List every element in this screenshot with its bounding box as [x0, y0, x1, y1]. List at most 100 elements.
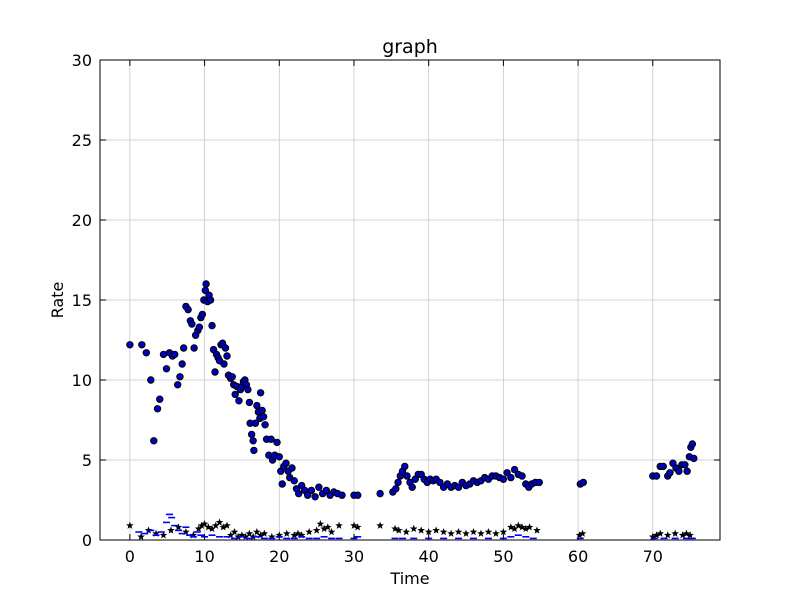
data-point-circle: [244, 385, 252, 394]
x-tick-label: 10: [194, 547, 214, 566]
data-point-circle: [503, 469, 511, 477]
data-point-circle: [138, 341, 146, 349]
data-point-circle: [267, 435, 275, 443]
data-point-circle: [245, 398, 254, 407]
data-point-circle: [188, 320, 196, 328]
data-point-circle: [178, 360, 186, 368]
data-point-circle: [518, 472, 526, 480]
data-point-star: [462, 529, 470, 537]
data-point-circle: [436, 478, 444, 487]
data-point-circle: [403, 472, 411, 480]
data-point-circle: [231, 390, 239, 399]
data-point-star: [211, 521, 220, 529]
data-point-star: [297, 531, 306, 539]
data-point-circle: [184, 305, 192, 314]
data-point-star: [469, 528, 478, 536]
data-point-circle: [392, 485, 400, 493]
data-point-star: [282, 529, 291, 537]
data-point-star: [167, 526, 175, 534]
data-point-circle: [394, 478, 402, 487]
x-tick-label: 60: [568, 547, 588, 566]
data-point-star: [241, 532, 250, 541]
data-point-star: [182, 528, 190, 536]
data-point-circle: [228, 373, 236, 381]
data-point-circle: [202, 280, 210, 288]
data-point-circle: [278, 480, 286, 488]
data-point-star: [324, 523, 332, 531]
data-point-circle: [195, 323, 204, 331]
data-point-star: [194, 524, 203, 533]
data-point-circle: [162, 365, 171, 373]
y-tick-label: 25: [72, 131, 92, 150]
data-point-circle: [666, 469, 674, 477]
data-point-star: [439, 528, 448, 536]
data-point-circle: [179, 344, 188, 352]
data-point-circle: [499, 475, 508, 483]
data-point-circle: [170, 350, 179, 359]
data-point-star: [223, 521, 231, 529]
data-point-star: [521, 524, 530, 533]
x-axis-label: Time: [389, 569, 429, 588]
data-point-circle: [688, 440, 697, 448]
x-tick-label: 70: [643, 547, 663, 566]
data-point-circle: [354, 491, 362, 499]
data-point-circle: [376, 489, 384, 498]
data-point-circle: [311, 493, 319, 501]
data-point-star: [652, 531, 661, 539]
data-point-circle: [652, 472, 661, 480]
data-point-circle: [147, 376, 155, 384]
data-point-star: [682, 529, 691, 537]
data-point-circle: [251, 419, 260, 427]
y-tick-label: 30: [72, 51, 92, 70]
chart-title: graph: [382, 36, 438, 58]
data-point-circle: [221, 344, 230, 352]
x-tick-label: 0: [125, 547, 135, 566]
data-point-star: [510, 524, 519, 533]
data-point-star: [245, 529, 254, 537]
y-tick-label: 15: [72, 291, 92, 310]
data-point-circle: [223, 352, 231, 360]
data-layer: [126, 280, 698, 541]
data-point-star: [320, 524, 328, 533]
data-point-circle: [579, 478, 588, 487]
data-point-star: [208, 524, 216, 533]
data-point-circle: [307, 486, 316, 495]
data-point-circle: [259, 413, 268, 421]
data-point-circle: [683, 467, 691, 475]
data-point-star: [215, 518, 224, 526]
data-point-circle: [126, 341, 134, 349]
data-point-circle: [190, 344, 198, 352]
x-tick-label: 30: [344, 547, 364, 566]
data-point-circle: [315, 483, 323, 491]
data-point-star: [671, 529, 679, 537]
data-point-star: [656, 529, 665, 537]
data-point-star: [678, 531, 687, 539]
data-point-star: [432, 526, 440, 534]
data-point-circle: [408, 483, 416, 491]
data-point-star: [424, 528, 433, 536]
data-point-star: [477, 529, 485, 537]
data-point-circle: [659, 462, 667, 471]
data-point-circle: [681, 461, 689, 469]
data-point-star: [492, 529, 500, 537]
data-point-circle: [159, 350, 168, 359]
data-point-star: [230, 528, 239, 536]
data-point-circle: [322, 486, 331, 495]
data-point-circle: [208, 321, 216, 330]
data-point-circle: [675, 467, 683, 475]
data-point-star: [409, 524, 418, 533]
y-axis-label: Rate: [48, 282, 67, 319]
data-point-star: [376, 521, 384, 529]
data-point-circle: [338, 491, 346, 499]
data-point-circle: [235, 397, 243, 405]
data-point-star: [327, 528, 336, 536]
data-point-star: [294, 529, 302, 537]
y-tick-label: 10: [72, 371, 92, 390]
data-point-circle: [249, 437, 257, 445]
y-tick-label: 5: [82, 451, 92, 470]
data-point-star: [402, 528, 411, 536]
data-point-circle: [294, 489, 303, 498]
data-point-star: [686, 531, 694, 539]
data-point-star: [200, 520, 209, 528]
